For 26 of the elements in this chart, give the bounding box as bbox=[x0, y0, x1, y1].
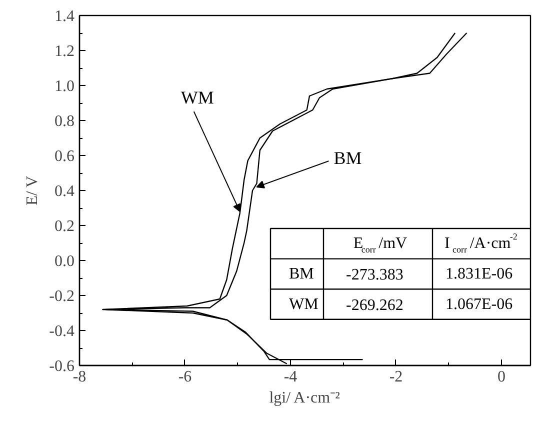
x-tick-label: 0 bbox=[497, 368, 506, 386]
x-tick-label: -2 bbox=[389, 368, 403, 386]
y-tick-label: 1.2 bbox=[54, 43, 74, 60]
annotation: BM bbox=[289, 265, 314, 282]
y-tick-label: 0.4 bbox=[54, 183, 74, 200]
y-tick-label: -0.6 bbox=[49, 358, 74, 375]
x-tick-label: -6 bbox=[178, 368, 192, 386]
annotation: -269.262 bbox=[346, 296, 404, 314]
annotation: BM bbox=[334, 148, 362, 168]
y-tick-label: 1.4 bbox=[54, 8, 74, 25]
x-axis-title: lgi/ A·cm⁻² bbox=[269, 390, 340, 406]
y-tick-label: 0.6 bbox=[54, 148, 74, 165]
y-tick-label: 0.2 bbox=[54, 218, 74, 235]
annotation: WM bbox=[289, 296, 318, 313]
y-tick-label: 0.8 bbox=[54, 113, 74, 130]
y-axis-title: E/ V bbox=[24, 175, 42, 206]
y-tick-label: 0.0 bbox=[54, 253, 74, 270]
annotation: 1.067E-06 bbox=[446, 296, 513, 313]
y-tick-label: 1.0 bbox=[54, 78, 74, 95]
annotation: -273.383 bbox=[346, 266, 404, 284]
annotation: WM bbox=[180, 88, 214, 108]
y-tick-label: -0.4 bbox=[49, 323, 74, 340]
y-tick-label: -0.2 bbox=[49, 288, 74, 305]
x-tick-label: -8 bbox=[72, 368, 86, 386]
annotation: 1.831E-06 bbox=[446, 265, 513, 282]
x-tick-label: -4 bbox=[284, 368, 298, 386]
